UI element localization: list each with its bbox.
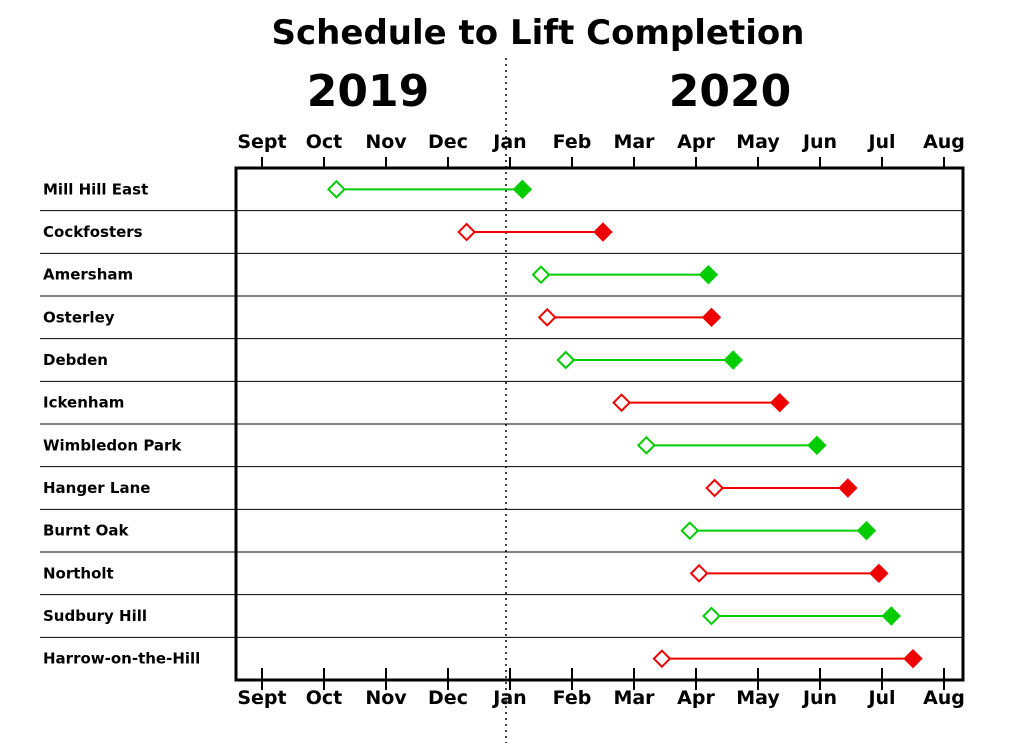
month-label-bottom: Jan [491, 687, 526, 709]
task-end-marker [869, 563, 889, 584]
month-label-top: Aug [923, 131, 965, 153]
month-label-bottom: Jul [866, 687, 895, 709]
task-start-marker [457, 222, 477, 242]
task-start-marker [326, 179, 346, 199]
month-label-top: Mar [613, 131, 655, 153]
task-start-marker [531, 265, 551, 285]
task-label: Cockfosters [43, 223, 143, 241]
month-label-bottom: Nov [365, 687, 407, 709]
task-end-marker [769, 392, 790, 413]
month-label-top: Apr [677, 131, 715, 153]
month-label-bottom: Aug [923, 687, 965, 709]
task-start-marker [689, 563, 709, 583]
task-label: Harrow-on-the-Hill [43, 650, 200, 668]
task-end-marker [807, 435, 827, 456]
task-end-marker [856, 520, 877, 541]
task-start-marker [636, 435, 656, 455]
task-end-marker [838, 478, 858, 498]
task-start-marker [556, 350, 576, 370]
month-label-bottom: Apr [677, 687, 715, 709]
month-label-top: Sept [237, 131, 286, 153]
task-end-marker [881, 606, 902, 626]
month-label-top: Jan [491, 131, 526, 153]
month-label-top: Feb [553, 131, 592, 153]
task-start-marker [652, 649, 672, 669]
month-label-top: May [736, 131, 780, 153]
year-label-2020: 2020 [669, 66, 791, 117]
task-label: Osterley [43, 308, 115, 326]
month-label-bottom: Dec [428, 687, 468, 709]
task-end-marker [701, 307, 722, 328]
task-start-marker [702, 606, 721, 626]
task-start-marker [705, 478, 725, 498]
task-start-marker [680, 521, 700, 541]
task-end-marker [903, 648, 923, 669]
month-label-bottom: Mar [613, 687, 655, 709]
month-label-bottom: May [736, 687, 780, 709]
task-label: Burnt Oak [43, 522, 129, 540]
month-label-top: Dec [428, 131, 468, 153]
task-end-marker [512, 179, 533, 200]
month-label-bottom: Feb [553, 687, 592, 709]
month-label-top: Nov [365, 131, 407, 153]
month-label-top: Jun [801, 131, 837, 153]
task-label: Sudbury Hill [43, 607, 147, 625]
month-label-bottom: Jun [801, 687, 837, 709]
month-label-top: Jul [866, 131, 895, 153]
task-end-marker [698, 264, 719, 285]
month-label-bottom: Oct [306, 687, 343, 709]
task-label: Hanger Lane [43, 479, 150, 497]
task-label: Amersham [43, 266, 133, 284]
task-label: Debden [43, 351, 108, 369]
task-start-marker [537, 307, 557, 327]
task-end-marker [593, 222, 613, 242]
task-label: Mill Hill East [43, 180, 148, 198]
task-start-marker [612, 393, 632, 413]
month-label-bottom: Sept [237, 687, 286, 709]
task-label: Northolt [43, 564, 114, 582]
month-label-top: Oct [306, 131, 343, 153]
task-label: Ickenham [43, 394, 124, 412]
chart-title: Schedule to Lift Completion [272, 13, 805, 53]
year-label-2019: 2019 [307, 66, 429, 117]
task-end-marker [723, 350, 743, 370]
task-label: Wimbledon Park [43, 436, 182, 454]
